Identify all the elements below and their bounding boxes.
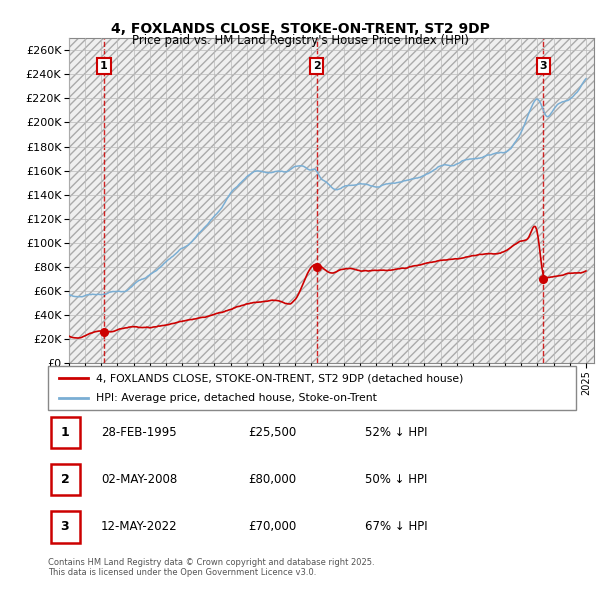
Text: 67% ↓ HPI: 67% ↓ HPI [365,520,427,533]
Text: 4, FOXLANDS CLOSE, STOKE-ON-TRENT, ST2 9DP: 4, FOXLANDS CLOSE, STOKE-ON-TRENT, ST2 9… [110,22,490,37]
Text: 1: 1 [100,61,108,71]
Text: 28-FEB-1995: 28-FEB-1995 [101,425,176,439]
FancyBboxPatch shape [50,417,80,448]
Text: £70,000: £70,000 [248,520,297,533]
Text: 50% ↓ HPI: 50% ↓ HPI [365,473,427,486]
FancyBboxPatch shape [50,464,80,496]
Text: 4, FOXLANDS CLOSE, STOKE-ON-TRENT, ST2 9DP (detached house): 4, FOXLANDS CLOSE, STOKE-ON-TRENT, ST2 9… [95,373,463,383]
Text: 1: 1 [61,425,69,439]
Text: 52% ↓ HPI: 52% ↓ HPI [365,425,427,439]
Text: Price paid vs. HM Land Registry's House Price Index (HPI): Price paid vs. HM Land Registry's House … [131,34,469,47]
Text: Contains HM Land Registry data © Crown copyright and database right 2025.
This d: Contains HM Land Registry data © Crown c… [48,558,374,577]
Text: 02-MAY-2008: 02-MAY-2008 [101,473,177,486]
Text: £25,500: £25,500 [248,425,297,439]
Text: 3: 3 [539,61,547,71]
Text: £80,000: £80,000 [248,473,297,486]
Text: 3: 3 [61,520,69,533]
Text: 2: 2 [313,61,320,71]
Text: 2: 2 [61,473,69,486]
Text: 12-MAY-2022: 12-MAY-2022 [101,520,178,533]
FancyBboxPatch shape [50,511,80,543]
Text: HPI: Average price, detached house, Stoke-on-Trent: HPI: Average price, detached house, Stok… [95,393,376,402]
